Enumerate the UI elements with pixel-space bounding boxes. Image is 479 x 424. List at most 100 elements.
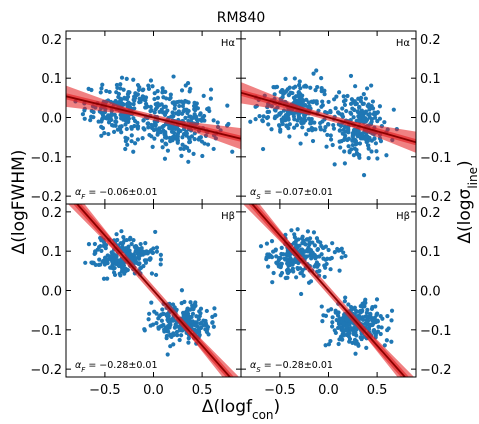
data-point	[202, 113, 207, 119]
data-point	[185, 309, 190, 314]
data-point	[198, 111, 203, 116]
data-point	[121, 102, 126, 107]
data-point	[178, 128, 183, 134]
data-point	[253, 117, 258, 122]
data-point	[177, 328, 182, 333]
data-point	[366, 102, 371, 107]
data-point	[117, 124, 123, 129]
data-point	[191, 151, 196, 156]
y-tick-label-right: −0.1	[420, 151, 452, 166]
data-point	[147, 132, 152, 138]
data-point	[326, 99, 331, 105]
data-point	[161, 110, 166, 115]
data-point	[356, 153, 361, 158]
data-point	[330, 142, 335, 148]
data-point	[337, 90, 342, 95]
data-point	[112, 265, 117, 271]
data-point	[200, 153, 205, 159]
data-point	[367, 115, 372, 120]
data-point	[175, 138, 181, 143]
data-point	[92, 241, 97, 247]
data-point	[378, 139, 384, 144]
data-point	[172, 134, 178, 139]
data-point	[331, 126, 337, 131]
data-point	[328, 133, 333, 138]
data-point	[296, 89, 301, 95]
data-point	[155, 95, 161, 100]
data-point	[230, 149, 235, 154]
data-point	[131, 116, 136, 121]
data-point	[136, 254, 141, 259]
data-point	[326, 247, 331, 253]
data-point	[337, 111, 342, 116]
data-point	[97, 244, 102, 250]
data-point	[184, 129, 189, 135]
x-axis-label: Δ(logfcon)	[202, 397, 280, 420]
data-point	[359, 133, 364, 138]
data-point	[196, 326, 202, 331]
x-tick-label: 0.5	[367, 383, 388, 398]
data-point	[195, 117, 200, 123]
data-point	[278, 111, 283, 116]
data-point	[83, 260, 88, 265]
data-point	[359, 336, 364, 342]
data-point	[362, 321, 368, 327]
data-point	[154, 321, 159, 326]
data-point	[322, 274, 327, 280]
data-point	[260, 146, 266, 152]
data-point	[353, 102, 358, 107]
data-point	[129, 139, 134, 144]
data-point	[266, 109, 272, 114]
data-point	[163, 104, 168, 109]
data-point	[278, 261, 283, 267]
data-point	[187, 319, 192, 324]
data-point	[341, 331, 346, 336]
data-point	[310, 240, 315, 245]
data-point	[135, 82, 141, 88]
data-point	[371, 112, 376, 117]
data-point	[158, 130, 163, 135]
data-point	[350, 106, 355, 111]
data-point	[364, 314, 369, 319]
data-point	[100, 259, 105, 264]
data-point	[332, 162, 337, 167]
data-point	[138, 241, 143, 247]
data-point	[294, 123, 300, 128]
data-point	[319, 85, 324, 91]
data-point	[299, 247, 305, 252]
data-point	[124, 76, 129, 81]
data-point	[186, 159, 191, 164]
data-point	[361, 101, 366, 106]
data-point	[365, 86, 370, 91]
data-point	[361, 173, 367, 178]
data-point	[320, 103, 325, 108]
data-point	[270, 280, 275, 285]
data-point	[286, 117, 291, 122]
data-point	[320, 319, 325, 324]
data-point	[192, 100, 197, 105]
data-point	[359, 108, 364, 113]
data-point	[330, 320, 335, 325]
data-point	[93, 262, 98, 267]
data-point	[321, 245, 326, 250]
data-point	[285, 275, 290, 280]
x-tick-label: −0.5	[89, 383, 121, 398]
data-point	[370, 106, 376, 111]
data-point	[141, 117, 146, 123]
panel-bottom-left: −0.5 0.0 0.5 −0.2 −0.1 0.0 0.1 0.2 Hβ αF = −0.28±…	[30, 203, 242, 398]
data-point	[353, 84, 358, 89]
data-point	[293, 240, 298, 245]
data-point	[109, 117, 114, 122]
data-point	[138, 266, 143, 271]
data-point	[123, 268, 129, 273]
data-point	[203, 327, 208, 332]
data-point	[304, 84, 309, 89]
data-point	[342, 102, 348, 108]
data-point	[125, 142, 130, 147]
data-point	[131, 77, 136, 82]
data-point	[100, 126, 106, 131]
data-point	[309, 256, 314, 261]
data-point	[104, 88, 109, 94]
data-point	[140, 249, 146, 254]
data-point	[101, 276, 107, 281]
